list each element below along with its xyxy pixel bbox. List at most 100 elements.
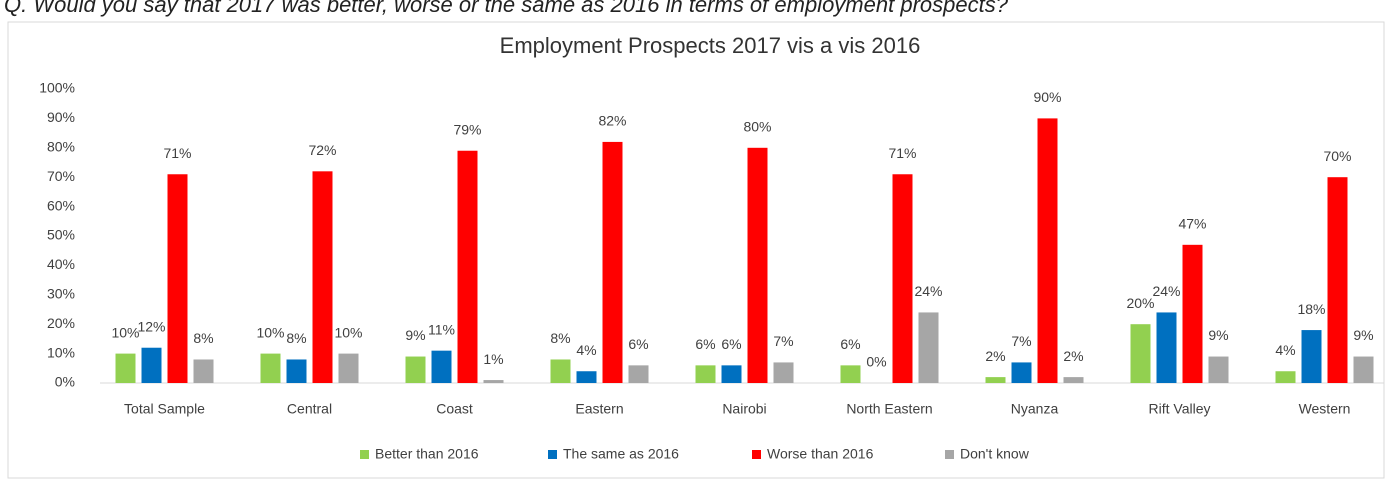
x-tick-label: Nyanza: [1011, 401, 1059, 417]
value-label: 71%: [888, 145, 916, 161]
bar: [1130, 324, 1151, 383]
value-label: 18%: [1297, 301, 1325, 317]
x-tick-label: Western: [1299, 401, 1351, 417]
value-label: 82%: [598, 113, 626, 129]
legend-swatch: [752, 450, 761, 459]
bar: [576, 371, 597, 383]
value-label: 4%: [576, 342, 596, 358]
value-label: 9%: [1353, 327, 1373, 343]
value-label: 6%: [695, 336, 715, 352]
legend-swatch: [945, 450, 954, 459]
value-label: 9%: [1208, 327, 1228, 343]
bar: [286, 359, 307, 383]
bar: [141, 347, 162, 383]
value-label: 8%: [286, 330, 306, 346]
bar: [695, 365, 716, 383]
value-label: 2%: [985, 348, 1005, 364]
value-label: 71%: [163, 145, 191, 161]
bar: [918, 312, 939, 383]
bar: [1301, 330, 1322, 383]
chart-title: Employment Prospects 2017 vis a vis 2016: [500, 33, 921, 58]
bar: [115, 353, 136, 383]
bar: [840, 365, 861, 383]
value-label: 24%: [1152, 283, 1180, 299]
bar: [1037, 118, 1058, 384]
value-label: 0%: [866, 354, 886, 370]
bar: [405, 356, 426, 383]
bar: [1182, 244, 1203, 383]
value-label: 24%: [914, 283, 942, 299]
y-tick-label: 30%: [47, 286, 75, 302]
value-label: 70%: [1323, 148, 1351, 164]
bar: [892, 174, 913, 383]
bar: [431, 350, 452, 383]
y-tick-label: 0%: [55, 374, 75, 390]
bar: [338, 353, 359, 383]
legend-swatch: [360, 450, 369, 459]
x-tick-label: Nairobi: [722, 401, 766, 417]
bar: [167, 174, 188, 383]
value-label: 7%: [773, 333, 793, 349]
y-tick-label: 80%: [47, 139, 75, 155]
x-tick-label: North Eastern: [846, 401, 932, 417]
chart-frame: [7, 21, 1385, 479]
bar: [550, 359, 571, 383]
value-label: 6%: [628, 336, 648, 352]
bar: [457, 150, 478, 383]
value-label: 10%: [256, 324, 284, 340]
value-label: 4%: [1275, 342, 1295, 358]
value-label: 10%: [334, 324, 362, 340]
value-label: 6%: [840, 336, 860, 352]
bar: [985, 377, 1006, 383]
bar: [260, 353, 281, 383]
y-tick-label: 90%: [47, 109, 75, 125]
value-label: 2%: [1063, 348, 1083, 364]
bar: [721, 365, 742, 383]
y-tick-label: 10%: [47, 344, 75, 360]
bar: [1156, 312, 1177, 383]
value-label: 8%: [550, 330, 570, 346]
value-label: 11%: [428, 321, 455, 337]
bar: [1275, 371, 1296, 383]
x-tick-label: Central: [287, 401, 332, 417]
x-tick-label: Coast: [436, 401, 473, 417]
bar: [1063, 377, 1084, 383]
x-tick-label: Rift Valley: [1149, 401, 1211, 417]
value-label: 90%: [1033, 89, 1061, 105]
y-tick-label: 100%: [39, 80, 75, 96]
bar: [312, 171, 333, 383]
bar: [193, 359, 214, 383]
question: Q. Would you say that 2017 was better, w…: [4, 0, 1009, 17]
value-label: 6%: [721, 336, 741, 352]
value-label: 47%: [1178, 216, 1206, 232]
x-tick-label: Total Sample: [124, 401, 205, 417]
value-label: 80%: [743, 119, 771, 135]
value-label: 8%: [193, 330, 213, 346]
value-label: 1%: [483, 351, 503, 367]
bar: [1353, 356, 1374, 383]
y-tick-label: 70%: [47, 168, 75, 184]
bar: [747, 147, 768, 383]
legend-label: Worse than 2016: [767, 446, 874, 462]
legend-swatch: [548, 450, 557, 459]
y-tick-label: 60%: [47, 197, 75, 213]
x-tick-label: Eastern: [575, 401, 623, 417]
value-label: 20%: [1126, 295, 1154, 311]
value-label: 10%: [111, 324, 139, 340]
bar: [483, 380, 504, 383]
bar: [1208, 356, 1229, 383]
y-tick-label: 50%: [47, 227, 75, 243]
y-tick-label: 40%: [47, 256, 75, 272]
value-label: 79%: [453, 121, 481, 137]
bar: [602, 141, 623, 383]
value-label: 7%: [1011, 333, 1031, 349]
legend-label: Better than 2016: [375, 446, 479, 462]
bar: [1011, 362, 1032, 383]
legend-label: The same as 2016: [563, 446, 679, 462]
value-label: 72%: [308, 142, 336, 158]
value-label: 12%: [137, 318, 165, 334]
y-tick-label: 20%: [47, 315, 75, 331]
value-label: 9%: [405, 327, 425, 343]
bar: [773, 362, 794, 383]
